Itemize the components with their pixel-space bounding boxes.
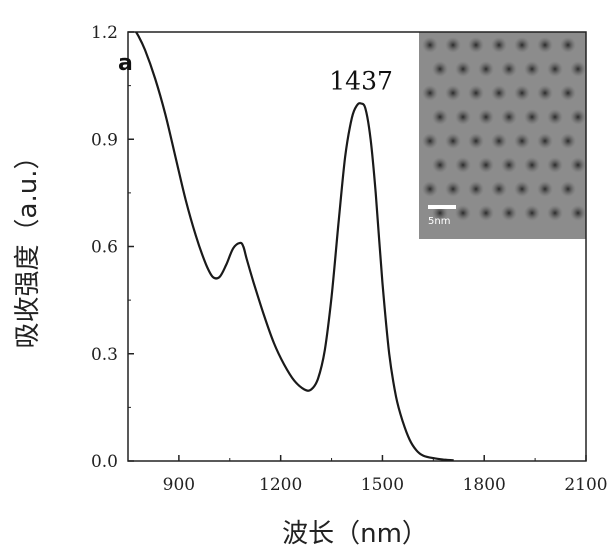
nanoparticle-dot [570,61,586,77]
nanoparticle-dot [422,85,438,101]
nanoparticle-dot [514,85,530,101]
nanoparticle-dot [478,157,494,173]
nanoparticle-dot [524,61,540,77]
nanoparticle-dot [491,181,507,197]
nanoparticle-dot [547,157,563,173]
nanoparticle-dot [570,205,586,221]
nanoparticle-dot [524,157,540,173]
nanoparticle-dot [570,109,586,125]
x-axis-label: 波长（nm） [282,519,428,549]
nanoparticle-dot [514,37,530,53]
panel-label: a [118,51,133,76]
y-tick-label: 0.3 [91,345,118,365]
nanoparticle-dot [537,37,553,53]
nanoparticle-dot [547,109,563,125]
nanoparticle-dot [560,85,576,101]
nanoparticle-dot [491,37,507,53]
nanoparticle-dot [501,157,517,173]
peak-annotation: 1437 [329,67,393,96]
nanoparticle-dot [547,61,563,77]
x-axis: 900 1200 1500 1800 2100 [127,455,608,495]
scale-bar [428,205,456,209]
tem-inset-image: 5nm [419,32,586,239]
y-tick-label: 1.2 [91,23,118,43]
x-tick-label: 2100 [564,475,607,495]
nanoparticle-dot [478,109,494,125]
y-axis-label: 吸收强度（a.u.） [13,144,43,349]
nanoparticle-dot [514,133,530,149]
nanoparticle-dot [547,205,563,221]
nanoparticle-dot [524,109,540,125]
nanoparticle-dot [524,205,540,221]
absorption-series-line [134,32,454,461]
nanoparticle-dot [422,37,438,53]
y-axis: 0.0 0.3 0.6 0.9 1.2 [91,23,134,472]
nanoparticle-dot [432,61,448,77]
y-tick-label: 0.9 [91,130,118,150]
inset-scale-label: 5nm [428,216,450,227]
nanoparticle-dot [455,205,471,221]
nanoparticle-dot [422,133,438,149]
nanoparticle-dot [514,181,530,197]
nanoparticle-dot [501,205,517,221]
nanoparticle-dot [560,37,576,53]
nanoparticle-dot [560,133,576,149]
nanoparticle-dot [537,133,553,149]
nanoparticle-dot [501,61,517,77]
nanoparticle-dot [422,181,438,197]
nanoparticle-dot [445,133,461,149]
nanoparticle-dot [491,133,507,149]
nanoparticle-dot [537,181,553,197]
nanoparticle-dot [468,181,484,197]
nanoparticle-dot [570,157,586,173]
nanoparticle-dot [468,133,484,149]
nanoparticle-dot [491,85,507,101]
nanoparticle-dots [422,37,586,221]
nanoparticle-dot [468,37,484,53]
nanoparticle-dot [432,109,448,125]
x-tick-label: 1800 [463,475,506,495]
nanoparticle-dot [432,157,448,173]
nanoparticle-dot [501,109,517,125]
x-tick-label: 900 [163,475,195,495]
nanoparticle-dot [445,85,461,101]
y-tick-label: 0.0 [91,452,118,472]
nanoparticle-dot [478,61,494,77]
nanoparticle-dot [468,85,484,101]
nanoparticle-dot [455,157,471,173]
nanoparticle-dot [455,109,471,125]
y-tick-label: 0.6 [91,238,118,258]
nanoparticle-dot [445,181,461,197]
nanoparticle-dot [455,61,471,77]
x-tick-label: 1200 [259,475,302,495]
x-tick-label: 1500 [361,475,404,495]
nanoparticle-dot [560,181,576,197]
nanoparticle-dot [478,205,494,221]
nanoparticle-dot [445,37,461,53]
nanoparticle-dot [537,85,553,101]
